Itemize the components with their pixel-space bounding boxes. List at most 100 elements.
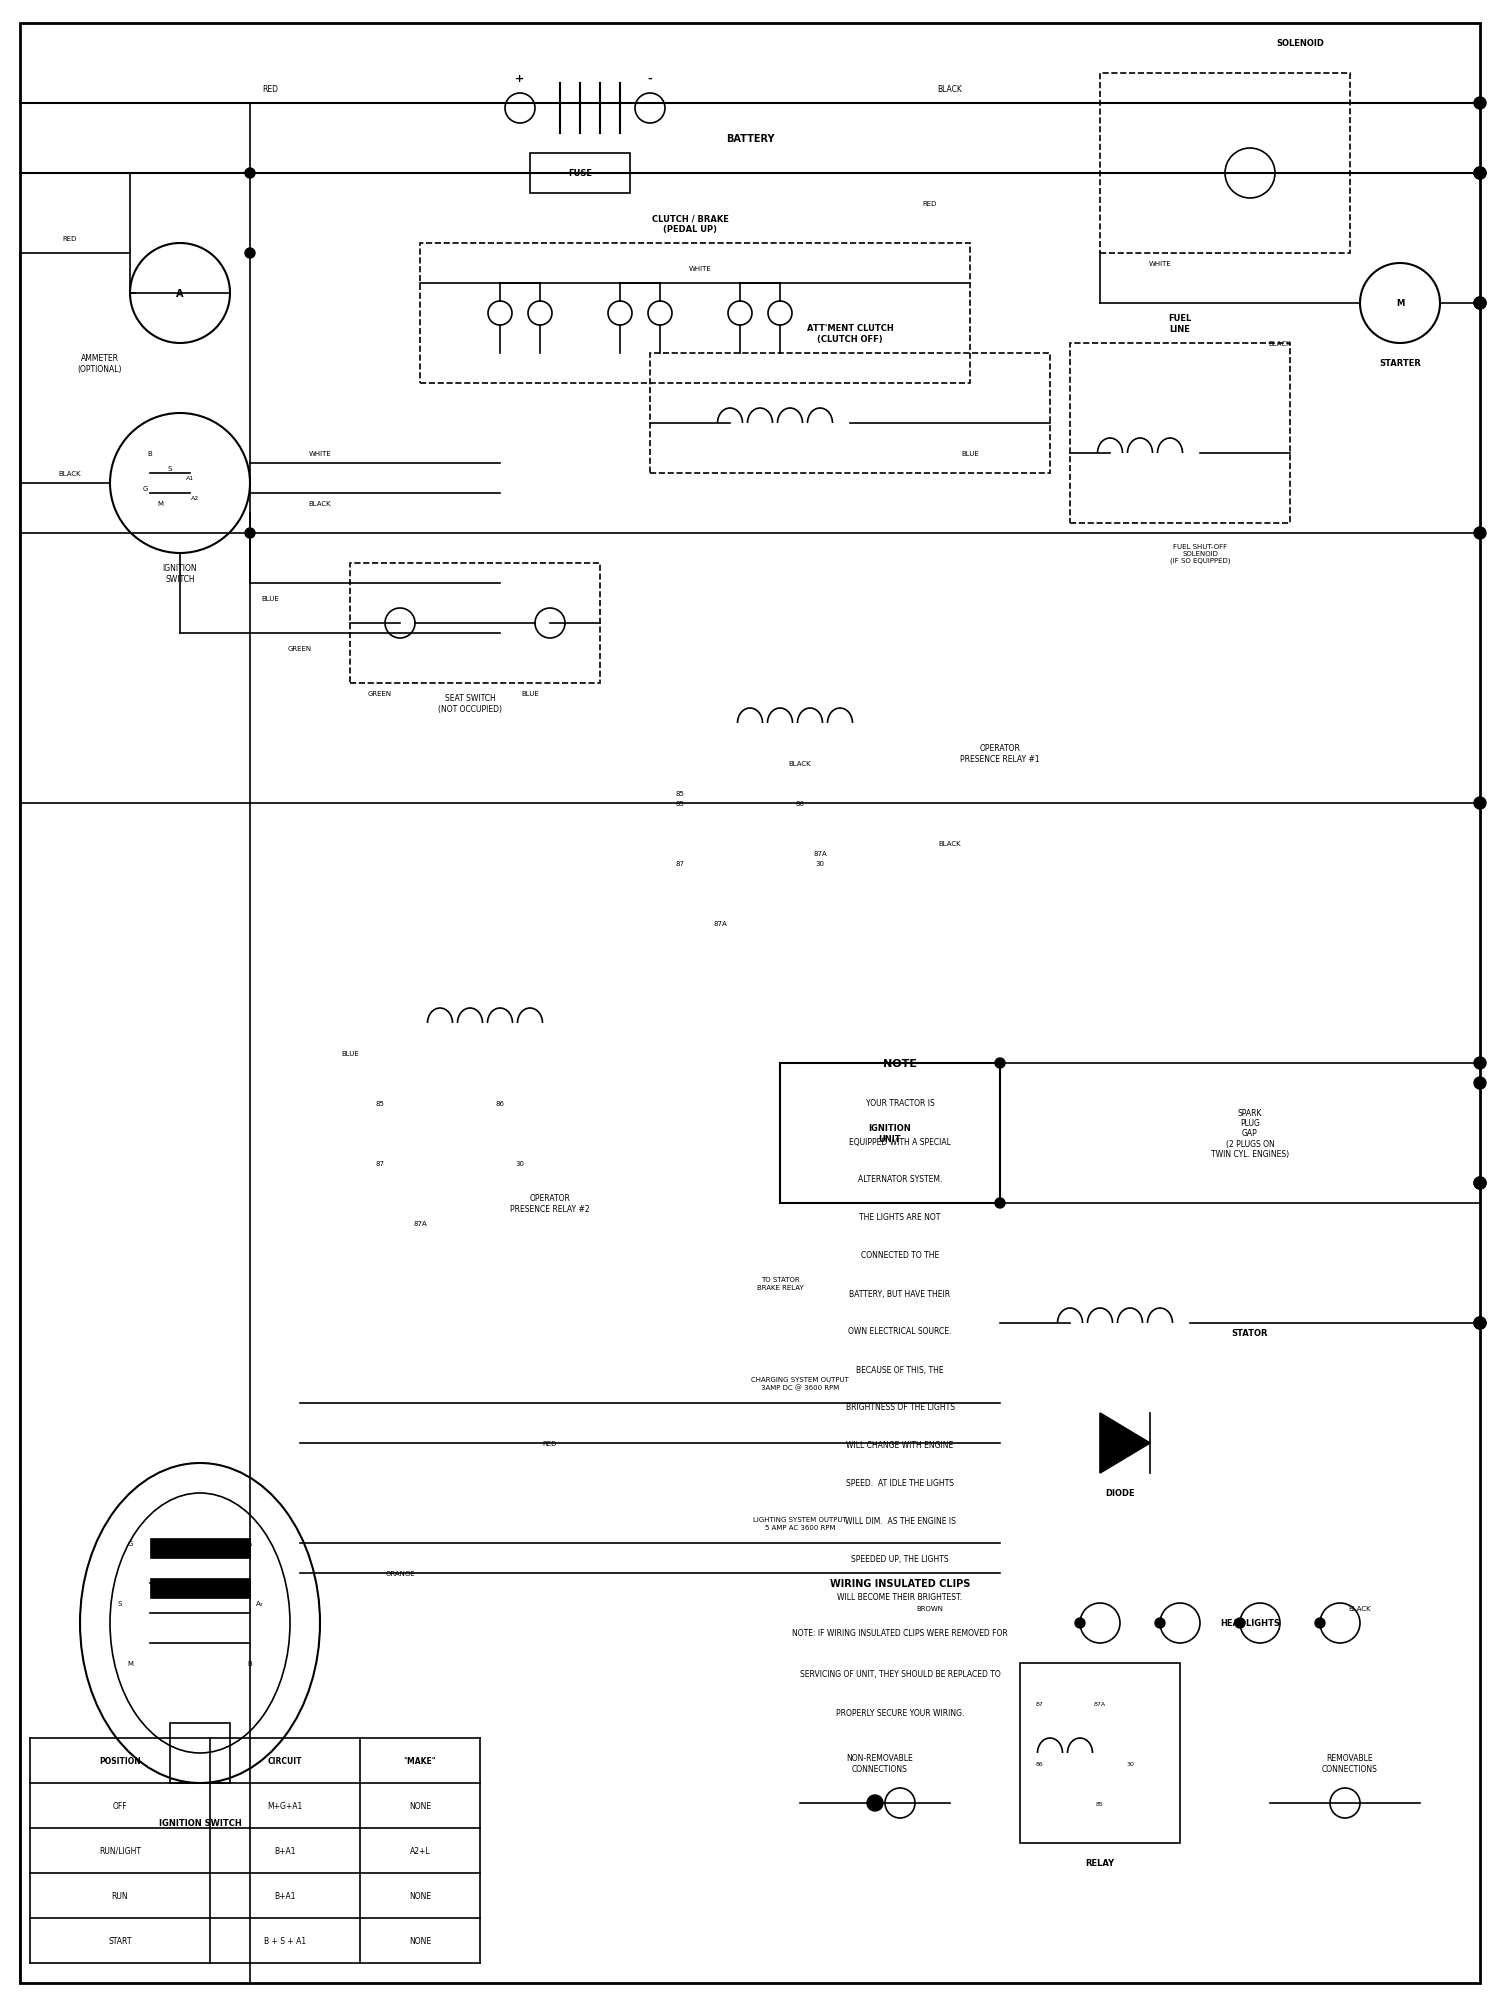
Text: BECAUSE OF THIS, THE: BECAUSE OF THIS, THE	[856, 1365, 944, 1375]
Text: RED: RED	[63, 237, 76, 243]
Text: A2+L: A2+L	[410, 1846, 430, 1854]
Text: A1: A1	[186, 476, 194, 482]
Text: ATT'MENT CLUTCH
(CLUTCH OFF): ATT'MENT CLUTCH (CLUTCH OFF)	[807, 325, 894, 343]
Text: BLACK: BLACK	[789, 761, 812, 767]
Text: 30: 30	[1126, 1760, 1134, 1766]
Text: CHARGING SYSTEM OUTPUT
3AMP DC @ 3600 RPM: CHARGING SYSTEM OUTPUT 3AMP DC @ 3600 RP…	[752, 1377, 849, 1391]
Text: RELAY: RELAY	[1086, 1858, 1114, 1869]
Text: BLACK: BLACK	[58, 472, 81, 478]
Text: 30: 30	[516, 1160, 525, 1166]
Circle shape	[1474, 297, 1486, 309]
Text: STATOR: STATOR	[1232, 1329, 1268, 1339]
Text: S: S	[168, 466, 172, 472]
Bar	[420, 245, 970, 383]
Text: 85: 85	[1096, 1800, 1104, 1806]
Bar	[150, 1537, 250, 1557]
Text: FUSE: FUSE	[568, 169, 592, 179]
Text: OFF: OFF	[112, 1800, 128, 1810]
Text: BATTERY, BUT HAVE THEIR: BATTERY, BUT HAVE THEIR	[849, 1288, 951, 1299]
Text: IGNITION
UNIT: IGNITION UNIT	[868, 1124, 912, 1144]
Text: POSITION: POSITION	[99, 1756, 141, 1764]
Text: BLUE: BLUE	[520, 690, 538, 696]
Circle shape	[1234, 1618, 1245, 1628]
Text: EQUIPPED WITH A SPECIAL: EQUIPPED WITH A SPECIAL	[849, 1136, 951, 1146]
Text: RED: RED	[262, 84, 278, 94]
Text: RUN: RUN	[111, 1891, 129, 1901]
Text: BLACK: BLACK	[1269, 341, 1292, 347]
Text: A2: A2	[190, 496, 200, 502]
Text: IGNITION SWITCH: IGNITION SWITCH	[159, 1818, 242, 1828]
Text: BLUE: BLUE	[340, 1050, 358, 1056]
Text: SPEEDED UP, THE LIGHTS: SPEEDED UP, THE LIGHTS	[850, 1555, 950, 1563]
Text: WILL CHANGE WITH ENGINE: WILL CHANGE WITH ENGINE	[846, 1441, 954, 1449]
Circle shape	[1316, 1618, 1324, 1628]
Text: 87: 87	[1036, 1700, 1044, 1706]
Text: M+G+A1: M+G+A1	[267, 1800, 303, 1810]
Circle shape	[867, 1794, 883, 1810]
Text: S: S	[118, 1600, 122, 1606]
Bar	[350, 564, 600, 684]
Circle shape	[1076, 1618, 1084, 1628]
Text: REMOVABLE
CONNECTIONS: REMOVABLE CONNECTIONS	[1322, 1754, 1378, 1772]
Text: 87A: 87A	[813, 851, 826, 857]
Text: NONE: NONE	[410, 1891, 430, 1901]
Circle shape	[1474, 169, 1486, 181]
Text: BLACK: BLACK	[939, 841, 962, 847]
Text: TO STATOR
BRAKE RELAY: TO STATOR BRAKE RELAY	[756, 1276, 804, 1291]
Text: NON-REMOVABLE
CONNECTIONS: NON-REMOVABLE CONNECTIONS	[846, 1754, 914, 1772]
Text: NONE: NONE	[410, 1937, 430, 1945]
Text: HEADLIGHTS: HEADLIGHTS	[1220, 1620, 1280, 1628]
Circle shape	[1474, 1317, 1486, 1329]
Text: WHITE: WHITE	[688, 265, 711, 271]
Bar	[150, 1578, 250, 1598]
Bar	[780, 1064, 1000, 1204]
Circle shape	[1474, 1178, 1486, 1190]
Text: 87: 87	[375, 1160, 384, 1166]
Text: BRIGHTNESS OF THE LIGHTS: BRIGHTNESS OF THE LIGHTS	[846, 1403, 954, 1411]
Circle shape	[994, 1198, 1005, 1208]
Text: 86: 86	[795, 801, 804, 807]
Text: BROWN: BROWN	[916, 1606, 944, 1612]
Text: WILL BECOME THEIR BRIGHTEST.: WILL BECOME THEIR BRIGHTEST.	[837, 1594, 963, 1602]
Text: WHITE: WHITE	[1149, 261, 1172, 267]
Text: B + S + A1: B + S + A1	[264, 1937, 306, 1945]
Text: 87A: 87A	[413, 1220, 428, 1226]
Text: +: +	[516, 74, 525, 84]
Text: YOUR TRACTOR IS: YOUR TRACTOR IS	[865, 1100, 934, 1108]
Circle shape	[1474, 98, 1486, 110]
Text: RUN/LIGHT: RUN/LIGHT	[99, 1846, 141, 1854]
Circle shape	[1474, 528, 1486, 540]
Text: SEAT SWITCH
(NOT OCCUPIED): SEAT SWITCH (NOT OCCUPIED)	[438, 694, 503, 712]
Bar	[650, 353, 1050, 474]
Text: NOTE: NOTE	[884, 1058, 916, 1068]
Text: B+A1: B+A1	[274, 1846, 296, 1854]
Text: DIODE: DIODE	[1106, 1489, 1136, 1497]
Text: 85: 85	[675, 791, 684, 797]
Text: A₁: A₁	[246, 1539, 254, 1545]
Text: IGNITION
SWITCH: IGNITION SWITCH	[162, 564, 198, 584]
Circle shape	[1474, 297, 1486, 309]
Circle shape	[1474, 1078, 1486, 1090]
Text: NONE: NONE	[410, 1800, 430, 1810]
Text: B: B	[147, 452, 153, 458]
Text: FUEL SHUT-OFF
SOLENOID
(IF SO EQUIPPED): FUEL SHUT-OFF SOLENOID (IF SO EQUIPPED)	[1170, 544, 1230, 564]
Polygon shape	[1100, 1413, 1150, 1473]
Circle shape	[1474, 1317, 1486, 1329]
Text: BATTERY: BATTERY	[726, 134, 774, 145]
Text: RED: RED	[922, 201, 938, 207]
Bar	[170, 1724, 230, 1782]
Text: CONNECTED TO THE: CONNECTED TO THE	[861, 1250, 939, 1260]
Text: 87A: 87A	[712, 921, 728, 927]
Text: 87A: 87A	[1094, 1700, 1106, 1706]
Text: A: A	[177, 289, 183, 299]
Text: 87: 87	[675, 861, 684, 867]
Text: SPARK
PLUG
GAP
(2 PLUGS ON
TWIN CYL. ENGINES): SPARK PLUG GAP (2 PLUGS ON TWIN CYL. ENG…	[1210, 1108, 1288, 1158]
Text: 85: 85	[375, 1100, 384, 1106]
Text: WIRING INSULATED CLIPS: WIRING INSULATED CLIPS	[830, 1578, 971, 1588]
Text: G: G	[142, 486, 147, 492]
Text: OPERATOR
PRESENCE RELAY #2: OPERATOR PRESENCE RELAY #2	[510, 1194, 590, 1212]
Text: ALTERNATOR SYSTEM.: ALTERNATOR SYSTEM.	[858, 1174, 942, 1184]
Text: OWN ELECTRICAL SOURCE.: OWN ELECTRICAL SOURCE.	[849, 1327, 951, 1337]
Text: STARTER: STARTER	[1378, 359, 1420, 369]
Text: SERVICING OF UNIT, THEY SHOULD BE REPLACED TO: SERVICING OF UNIT, THEY SHOULD BE REPLAC…	[800, 1668, 1000, 1678]
